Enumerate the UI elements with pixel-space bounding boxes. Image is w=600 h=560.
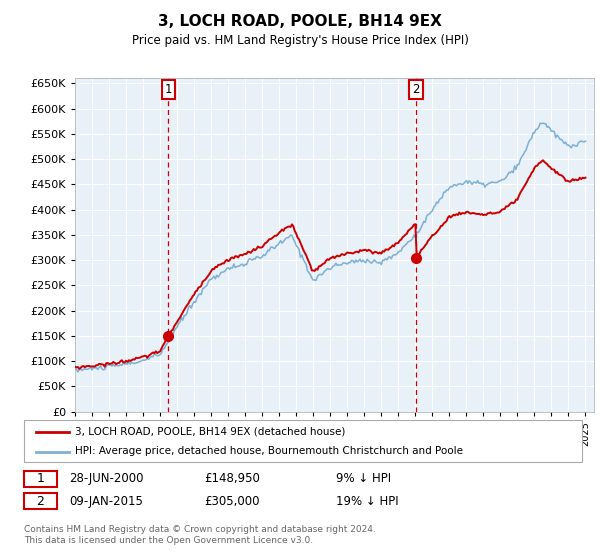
Text: 3, LOCH ROAD, POOLE, BH14 9EX (detached house): 3, LOCH ROAD, POOLE, BH14 9EX (detached … [75, 427, 346, 437]
Text: 2: 2 [412, 83, 419, 96]
Text: Contains HM Land Registry data © Crown copyright and database right 2024.
This d: Contains HM Land Registry data © Crown c… [24, 525, 376, 545]
Text: Price paid vs. HM Land Registry's House Price Index (HPI): Price paid vs. HM Land Registry's House … [131, 34, 469, 46]
Text: 1: 1 [164, 83, 172, 96]
Text: 9% ↓ HPI: 9% ↓ HPI [336, 472, 391, 486]
Text: 09-JAN-2015: 09-JAN-2015 [69, 494, 143, 508]
Text: 28-JUN-2000: 28-JUN-2000 [69, 472, 143, 486]
Text: 3, LOCH ROAD, POOLE, BH14 9EX: 3, LOCH ROAD, POOLE, BH14 9EX [158, 14, 442, 29]
Text: 2: 2 [37, 494, 44, 508]
Text: HPI: Average price, detached house, Bournemouth Christchurch and Poole: HPI: Average price, detached house, Bour… [75, 446, 463, 456]
Text: £305,000: £305,000 [204, 494, 260, 508]
Text: 1: 1 [37, 472, 44, 486]
Text: 19% ↓ HPI: 19% ↓ HPI [336, 494, 398, 508]
Text: £148,950: £148,950 [204, 472, 260, 486]
